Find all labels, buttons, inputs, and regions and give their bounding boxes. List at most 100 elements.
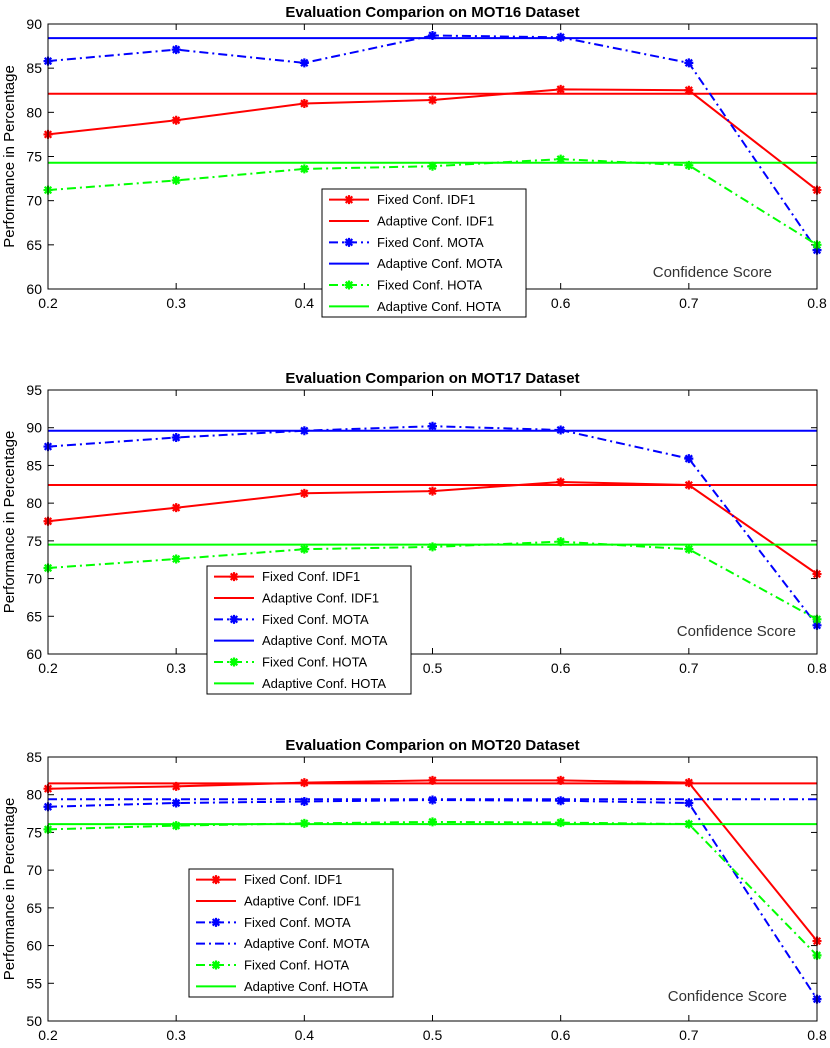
legend-marker (229, 614, 239, 624)
x-axis-label: Confidence Score (668, 988, 787, 1005)
data-point (299, 488, 309, 498)
x-tick-label: 0.5 (423, 660, 443, 676)
y-tick-label: 60 (26, 281, 42, 297)
x-tick-label: 0.7 (679, 660, 699, 676)
x-axis-label: Confidence Score (653, 264, 772, 281)
series-line (47, 820, 818, 957)
y-tick-label: 75 (26, 533, 42, 549)
data-point (556, 775, 566, 785)
y-tick-label: 80 (26, 495, 42, 511)
y-tick-label: 80 (26, 104, 42, 120)
x-tick-label: 0.3 (166, 295, 186, 311)
data-point (171, 115, 181, 125)
x-tick-label: 0.4 (295, 295, 315, 311)
data-point (556, 477, 566, 487)
legend-label: Adaptive Conf. IDF1 (262, 591, 379, 606)
y-tick-label: 95 (26, 382, 42, 398)
legend-marker (229, 572, 239, 582)
data-point (428, 161, 437, 171)
x-tick-label: 0.6 (551, 1027, 571, 1043)
legend-label: Fixed Conf. HOTA (377, 278, 483, 293)
data-point (299, 164, 309, 174)
legend-marker (344, 280, 354, 290)
y-tick-label: 60 (26, 646, 42, 662)
legend-label: Fixed Conf. IDF1 (244, 872, 342, 887)
legend-marker (211, 917, 221, 927)
x-tick-label: 0.4 (295, 1027, 315, 1043)
data-point (171, 821, 181, 831)
x-tick-label: 0.7 (679, 1027, 699, 1043)
legend-marker (344, 237, 354, 247)
legend-label: Fixed Conf. MOTA (244, 915, 351, 930)
data-point (428, 775, 437, 785)
y-tick-label: 85 (26, 60, 42, 76)
y-tick-label: 75 (26, 149, 42, 165)
chart-panel-2: Evaluation Comparion on MOT17 Dataset Per… (1, 370, 827, 695)
y-tick-label: 90 (26, 16, 42, 32)
data-point (684, 454, 694, 464)
data-point (299, 797, 309, 807)
y-tick-label: 65 (26, 237, 42, 253)
y-tick-label: 80 (26, 787, 42, 803)
legend: Fixed Conf. IDF1 Adaptive Conf. IDF1 Fixed… (188, 868, 394, 998)
chart-panel-3: Evaluation Comparion on MOT20 Dataset Per… (1, 737, 827, 1043)
x-tick-label: 0.5 (423, 1027, 443, 1043)
legend-label: Adaptive Conf. HOTA (377, 299, 501, 314)
data-point (299, 99, 309, 108)
data-point (684, 798, 694, 808)
data-point (428, 421, 437, 431)
legend-label: Adaptive Conf. HOTA (244, 979, 368, 994)
series-line (47, 425, 818, 626)
x-tick-label: 0.3 (166, 1027, 186, 1043)
y-tick-label: 65 (26, 900, 42, 916)
data-point (556, 537, 566, 547)
data-point (428, 542, 437, 552)
x-tick-label: 0.8 (807, 1027, 827, 1043)
y-axis-label: Performance in Percentage (1, 798, 18, 981)
data-point (684, 544, 694, 554)
y-tick-label: 85 (26, 457, 42, 473)
y-axis-label: Performance in Percentage (1, 431, 18, 614)
chart-title: Evaluation Comparion on MOT17 Dataset (285, 370, 579, 387)
x-tick-label: 0.7 (679, 295, 699, 311)
legend-label: Adaptive Conf. MOTA (377, 256, 503, 271)
data-point (556, 796, 566, 806)
legend-label: Adaptive Conf. IDF1 (244, 894, 361, 909)
data-point (299, 58, 309, 68)
legend-label: Adaptive Conf. IDF1 (377, 214, 494, 229)
legend-label: Adaptive Conf. MOTA (262, 633, 388, 648)
plot-frame (47, 389, 818, 655)
legend-label: Fixed Conf. IDF1 (377, 192, 475, 207)
y-tick-label: 85 (26, 749, 42, 765)
x-tick-label: 0.6 (551, 295, 571, 311)
legend: Fixed Conf. IDF1 Adaptive Conf. IDF1 Fixed… (206, 565, 412, 695)
data-point (299, 544, 309, 554)
chart-title: Evaluation Comparion on MOT16 Dataset (285, 4, 579, 21)
data-point (171, 503, 181, 513)
x-tick-label: 0.2 (38, 1027, 58, 1043)
plot-frame (47, 756, 818, 1022)
y-tick-label: 55 (26, 975, 42, 991)
y-tick-label: 65 (26, 608, 42, 624)
y-tick-label: 90 (26, 420, 42, 436)
chart-panel-1: Evaluation Comparion on MOT16 Dataset Per… (1, 4, 827, 318)
x-tick-label: 0.2 (38, 660, 58, 676)
chart-title: Evaluation Comparion on MOT20 Dataset (285, 737, 579, 754)
data-point (171, 554, 181, 564)
legend-label: Adaptive Conf. HOTA (262, 676, 386, 691)
legend-box (206, 565, 412, 695)
y-tick-label: 70 (26, 862, 42, 878)
series-line (47, 540, 818, 621)
series-fixed-conf-idf1 (43, 84, 822, 195)
data-point (684, 85, 694, 95)
y-tick-label: 60 (26, 938, 42, 954)
series-fixed-conf-idf1 (43, 477, 822, 579)
x-tick-label: 0.6 (551, 660, 571, 676)
legend-marker (211, 875, 221, 885)
data-point (556, 818, 566, 828)
legend-box (321, 188, 527, 318)
legend-marker (344, 195, 354, 205)
data-point (428, 817, 437, 827)
data-point (171, 781, 181, 791)
